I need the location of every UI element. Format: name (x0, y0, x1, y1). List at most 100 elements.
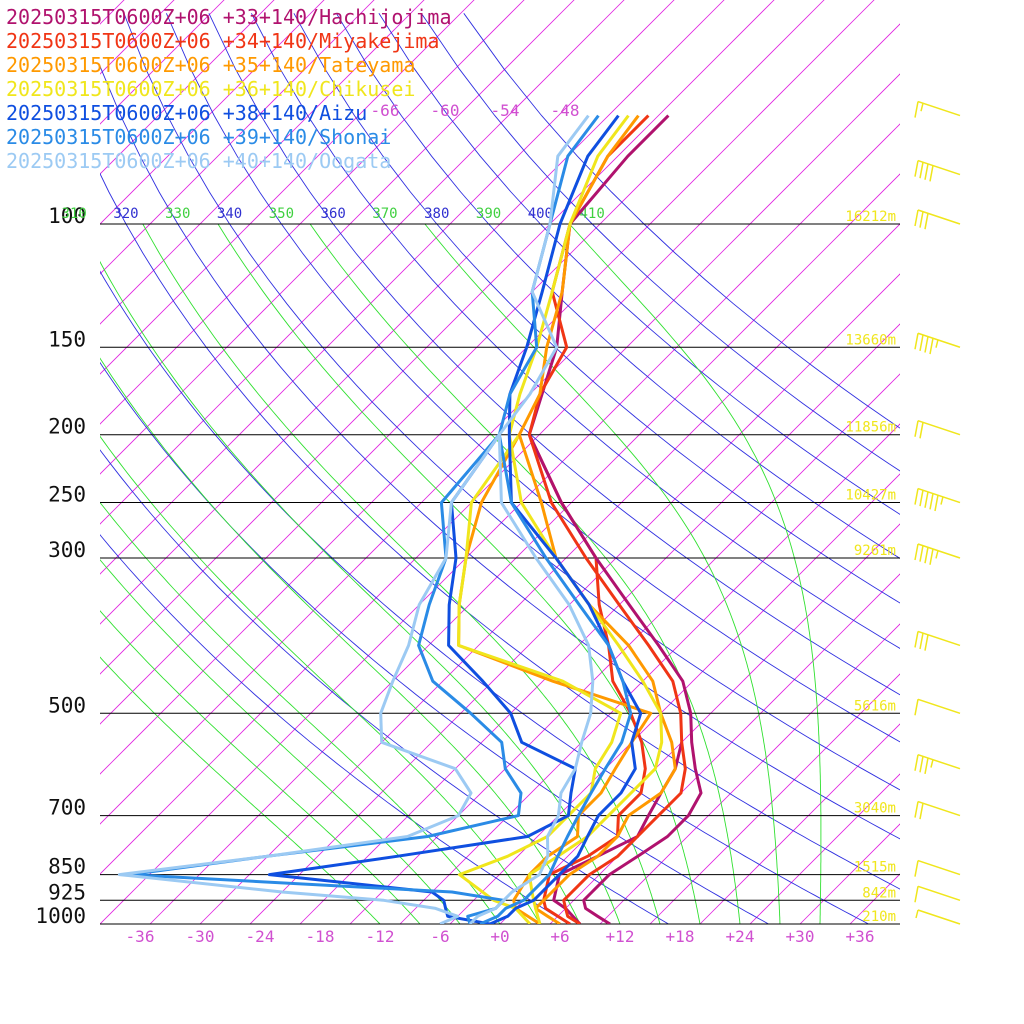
temperature-tick-label: +18 (666, 927, 695, 946)
wind-barb-flag (919, 211, 924, 228)
temperature-tick-label: -36 (126, 927, 155, 946)
wind-barb-flag (934, 494, 939, 512)
height-label: 5616m (854, 698, 896, 714)
height-label: 1515m (854, 860, 896, 876)
pressure-label: 1000 (35, 904, 86, 928)
dewpoint-profile-line (117, 433, 501, 924)
theta-label: 320 (113, 206, 138, 222)
profiles (117, 114, 703, 924)
upper-temperature-label: -60 (431, 101, 460, 120)
wind-barb (917, 859, 961, 876)
dewpoint-profile-line (527, 434, 647, 924)
upper-temperature-label: -48 (551, 101, 580, 120)
temperature-profile-line (489, 114, 643, 924)
temperature-profile-line (527, 114, 703, 924)
wind-barb-flag (914, 333, 919, 350)
temperature-tick-label: +36 (846, 927, 875, 946)
temperature-tick-label: +24 (726, 927, 755, 946)
wind-barb (917, 698, 961, 714)
height-label: 3040m (854, 801, 896, 817)
isotherm-line (100, 0, 825, 725)
dry-adiabat-line (378, 13, 900, 515)
wind-barb-flag (914, 543, 919, 561)
theta-label: 410 (580, 206, 605, 222)
wind-barb-flag (914, 860, 919, 877)
wind-barb-flag (914, 209, 919, 227)
wind-barb-flag (924, 213, 929, 230)
wind-barb (917, 332, 961, 348)
theta-label: 380 (424, 206, 449, 222)
wind-barb (917, 885, 961, 902)
dry-adiabat-line (100, 64, 900, 840)
height-label: 16212m (845, 209, 896, 225)
temperature-tick-label: +6 (550, 927, 569, 946)
temperature-axis: -36 -30 -24 -18 -12 -6 +0 +6 +12 +18 +24 +30 +36 (126, 927, 875, 946)
pressure-label: 500 (48, 693, 86, 717)
wind-barb-flag (929, 493, 934, 510)
temperature-tick-label: +12 (606, 927, 635, 946)
wind-barb-flag (914, 801, 919, 818)
dry-adiabat-line (208, 13, 900, 696)
wind-barb (917, 630, 961, 647)
dry-adiabat-line (100, 534, 569, 924)
legend-entry: 20250315T0600Z+06 +35+140/Tateyama (6, 53, 415, 77)
temperature-tick-label: -6 (430, 927, 449, 946)
wind-barb-flag (919, 490, 924, 507)
temperature-tick-label: -12 (366, 927, 395, 946)
wind-barb (917, 487, 961, 504)
theta-label: 390 (476, 206, 501, 222)
wind-barb-flag (929, 548, 934, 565)
wind-barb (917, 543, 961, 559)
pressure-label: 925 (48, 880, 86, 904)
legend-entry: 20250315T0600Z+06 +34+140/Miyakejima (6, 29, 439, 53)
wind-barb-flag (914, 160, 919, 177)
isotherm-line (149, 173, 900, 924)
height-label: 210m (862, 909, 896, 925)
wind-barb-flag (924, 547, 929, 564)
theta-label: 350 (269, 206, 294, 222)
dry-adiabat-line (100, 270, 869, 924)
isotherm-line (100, 0, 575, 475)
isotherm-line (100, 0, 725, 625)
wind-barb-half-flag (940, 496, 944, 505)
legend-entry: 20250315T0600Z+06 +38+140/Aizu (6, 101, 367, 125)
dewpoint-profile-line (267, 433, 577, 924)
temperature-tick-label: +0 (490, 927, 509, 946)
temperature-profile-line (468, 114, 595, 924)
dry-adiabat-line (123, 13, 900, 791)
isotherm-line (349, 373, 900, 924)
wind-barb-flag (919, 545, 924, 562)
legend: 20250315T0600Z+06 +33+140/Hachijojima202… (6, 5, 452, 173)
wind-barb-half-flag (930, 759, 934, 768)
isotherm-line (100, 0, 875, 775)
temperature-profile-line (479, 114, 633, 924)
isotherm-line (100, 73, 900, 875)
wind-barb (917, 909, 961, 925)
temperature-profile-line (527, 114, 687, 924)
theta-label: 400 (528, 206, 553, 222)
wind-barb-flag (924, 634, 929, 651)
wind-barb-flag (924, 757, 929, 775)
wind-barb-half-flag (935, 550, 939, 559)
wind-barb-flag (914, 101, 919, 118)
isotherm-line (100, 0, 775, 675)
wind-barb-flag (914, 886, 919, 903)
legend-entry: 20250315T0600Z+06 +40+140/Oogata (6, 149, 391, 173)
wind-barb-flag (924, 491, 929, 508)
wind-barb (917, 209, 961, 225)
isotherm-line (100, 0, 525, 425)
dewpoint-profile-line (457, 433, 623, 924)
wind-barb-flag (924, 336, 929, 353)
isotherm-line (100, 0, 625, 525)
wind-barb-flag (929, 165, 934, 182)
upper-temperature-label: -66 (371, 101, 400, 120)
pressure-label: 700 (48, 796, 86, 820)
dry-adiabat-line (100, 449, 669, 924)
theta-label: 370 (372, 206, 397, 222)
wind-barb (917, 420, 961, 436)
dry-adiabat-line (165, 13, 900, 743)
wind-barb (917, 100, 961, 117)
isotherm-line (649, 673, 900, 924)
pressure-label: 250 (48, 483, 86, 507)
